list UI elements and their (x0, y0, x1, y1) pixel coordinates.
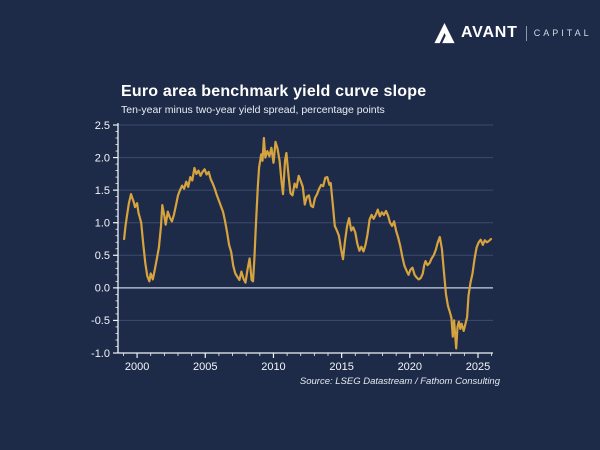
x-tick-label: 2020 (398, 361, 422, 373)
logo-brand-text: AVANT (461, 24, 518, 41)
y-tick-label: 1.5 (95, 185, 110, 197)
y-tick-label: 1.0 (95, 218, 110, 230)
mountain-peaks-icon (434, 22, 455, 43)
y-tick-label: -1.0 (91, 348, 110, 360)
x-tick-label: 2005 (193, 361, 217, 373)
logo-suffix-text: CAPITAL (533, 28, 592, 38)
avant-capital-logo: AVANT CAPITAL (433, 21, 592, 45)
chart-subtitle: Ten-year minus two-year yield spread, pe… (121, 104, 385, 116)
x-tick-label: 2025 (466, 361, 490, 373)
chart-title: Euro area benchmark yield curve slope (121, 83, 427, 100)
source-attribution: Source: LSEG Datastream / Fathom Consult… (299, 376, 500, 387)
y-tick-label: 0.5 (95, 250, 110, 262)
logo-divider (525, 25, 527, 41)
spread-line-series (122, 136, 493, 350)
y-tick-label: 2.0 (95, 152, 110, 164)
x-tick-label: 2015 (329, 361, 353, 373)
y-tick-label: 2.5 (95, 120, 110, 132)
y-tick-label: 0.0 (95, 283, 110, 295)
x-tick-label: 2010 (261, 361, 285, 373)
x-tick-label: 2000 (125, 361, 149, 373)
yield-curve-line-chart: 2.5 2.0 1.5 1.0 0.5 0.0 -0.5 -1.0 2000 2005 2010 20… (91, 120, 493, 373)
y-tick-label: -0.5 (91, 315, 110, 327)
